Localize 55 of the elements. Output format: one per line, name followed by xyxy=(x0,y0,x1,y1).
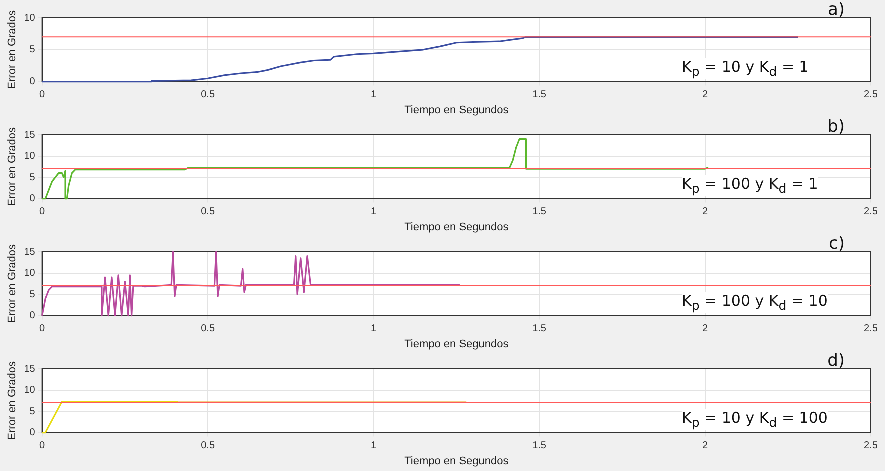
y-axis-title: Error en Grados xyxy=(6,126,19,206)
x-tick-label: 1 xyxy=(371,440,378,452)
x-tick-label: 0 xyxy=(40,324,46,335)
y-tick-label: 15 xyxy=(24,364,36,375)
y-tick-label: 15 xyxy=(24,130,36,141)
x-tick-label: 2.5 xyxy=(864,324,878,335)
y-tick-label: 5 xyxy=(30,289,36,300)
x-tick-label: 0 xyxy=(40,90,46,101)
x-tick-label: 0.5 xyxy=(201,206,216,218)
y-tick-label: 10 xyxy=(24,151,36,162)
annotation: K$_{p}$ = 10 y K$_{d}$ = 1 xyxy=(682,58,809,79)
x-tick-label: 2 xyxy=(702,324,708,335)
x-axis-title: Tiempo en Segundos xyxy=(404,455,510,468)
x-tick-label: 2 xyxy=(702,90,708,101)
x-tick-label: 2 xyxy=(702,440,708,452)
x-tick-label: 0.5 xyxy=(201,324,216,335)
annotation: K$_{p}$ = 100 y K$_{d}$ = 1 xyxy=(682,175,818,196)
x-tick-label: 0 xyxy=(40,440,46,452)
y-axis-title: Error en Grados xyxy=(6,10,19,90)
y-tick-label: 10 xyxy=(24,12,36,24)
annotation: a) xyxy=(828,0,845,20)
x-axis-title: Tiempo en Segundos xyxy=(404,338,510,350)
y-tick-label: 5 xyxy=(30,406,36,418)
x-axis-title: Tiempo en Segundos xyxy=(404,104,510,116)
x-axis-title: Tiempo en Segundos xyxy=(404,221,510,234)
x-tick-label: 1.5 xyxy=(532,324,547,335)
y-tick-label: 10 xyxy=(24,385,36,396)
y-tick-label: 0 xyxy=(30,428,36,439)
x-tick-label: 2.5 xyxy=(864,440,878,452)
annotation: b) xyxy=(828,117,845,137)
x-tick-label: 1 xyxy=(371,206,378,218)
x-tick-label: 1.5 xyxy=(532,440,547,452)
x-tick-label: 2.5 xyxy=(864,206,878,218)
x-tick-label: 0 xyxy=(40,206,46,218)
annotation: d) xyxy=(828,351,845,371)
annotation: K$_{p}$ = 10 y K$_{d}$ = 100 xyxy=(682,409,828,430)
annotation: K$_{p}$ = 100 y K$_{d}$ = 10 xyxy=(682,292,828,313)
x-tick-label: 1 xyxy=(371,90,378,101)
y-axis-title: Error en Grados xyxy=(6,244,19,324)
y-tick-label: 15 xyxy=(24,246,36,258)
x-tick-label: 2.5 xyxy=(864,90,878,101)
x-tick-label: 1.5 xyxy=(532,90,547,101)
y-tick-label: 5 xyxy=(30,44,36,56)
y-tick-label: 5 xyxy=(30,172,36,184)
y-tick-label: 0 xyxy=(30,194,36,205)
y-tick-label: 10 xyxy=(24,268,36,280)
y-axis-title: Error en Grados xyxy=(6,360,19,440)
y-tick-label: 0 xyxy=(30,76,36,88)
annotation: c) xyxy=(829,234,845,254)
x-tick-label: 2 xyxy=(702,206,708,218)
x-tick-label: 0.5 xyxy=(201,440,216,452)
x-tick-label: 1 xyxy=(371,324,378,335)
y-tick-label: 0 xyxy=(30,310,36,322)
x-tick-label: 0.5 xyxy=(201,90,216,101)
x-tick-label: 1.5 xyxy=(532,206,547,218)
